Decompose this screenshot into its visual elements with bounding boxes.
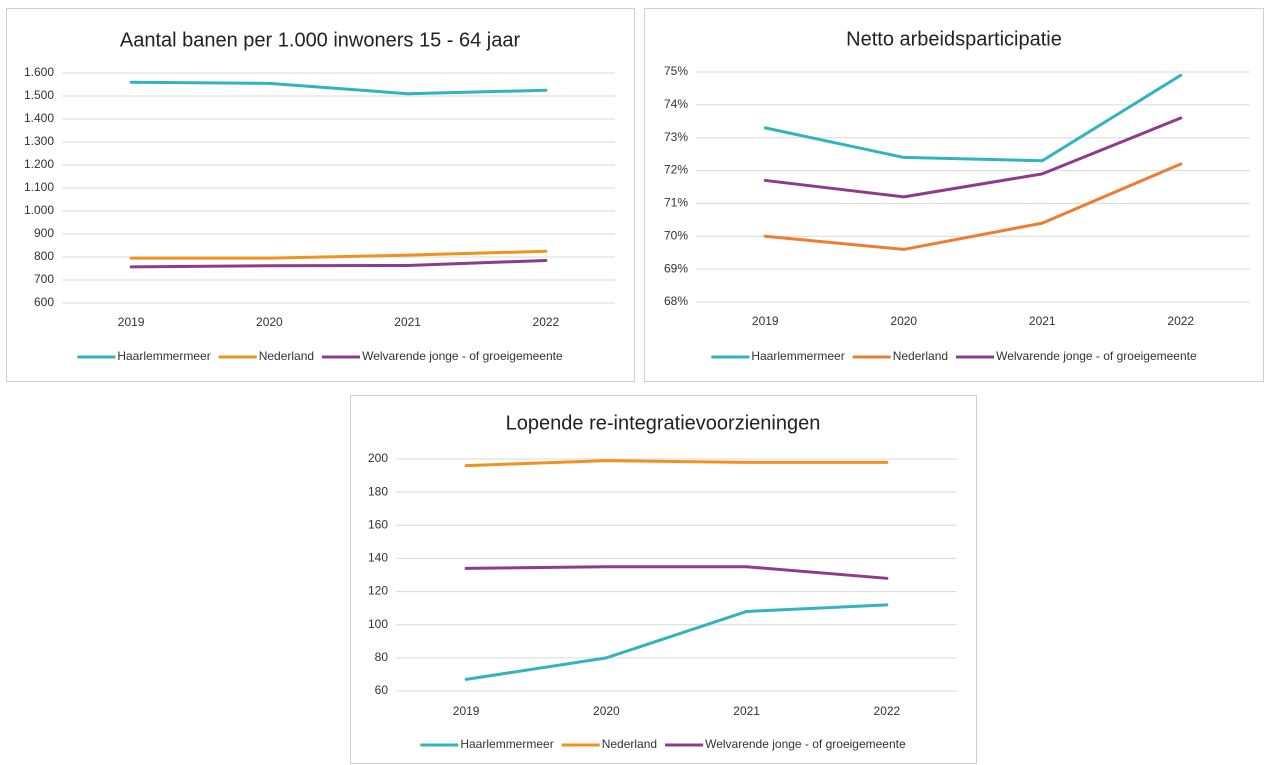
legend-label: Haarlemmermeer [117,349,210,363]
x-tick-label: 2022 [874,704,901,718]
x-tick-label: 2021 [733,704,760,718]
legend-label: Nederland [602,737,657,751]
legend-label: Welvarende jonge - of groeigemeente [996,349,1197,363]
series-line [763,116,1183,199]
series-line [129,258,548,269]
legend-label: Welvarende jonge - of groeigemeente [362,349,563,363]
y-tick-label: 1.000 [24,203,54,217]
y-tick-label: 120 [368,584,388,598]
y-tick-label: 1.100 [24,180,54,194]
y-tick-label: 60 [375,683,389,697]
series-line [129,80,548,96]
y-tick-label: 75% [664,64,688,78]
legend-label: Haarlemmermeer [460,737,553,751]
x-tick-label: 2019 [752,314,779,328]
chart-title: Lopende re-integratievoorzieningen [506,412,821,434]
x-tick-label: 2022 [533,315,560,329]
y-tick-label: 700 [34,272,54,286]
chart-frame [644,8,1264,382]
y-tick-label: 1.400 [24,111,54,125]
y-tick-label: 68% [664,294,688,308]
y-tick-label: 800 [34,249,54,263]
series-line [129,249,548,260]
y-tick-label: 80 [375,650,389,664]
x-tick-label: 2021 [1029,314,1056,328]
series-line [464,603,889,681]
chart-title: Netto arbeidsparticipatie [846,28,1062,50]
y-tick-label: 1.200 [24,157,54,171]
x-tick-label: 2019 [453,704,480,718]
x-tick-label: 2020 [593,704,620,718]
chart-frame [350,395,977,764]
series-line [763,162,1183,251]
series-line [464,565,889,580]
y-tick-label: 600 [34,295,54,309]
y-tick-label: 100 [368,617,388,631]
x-tick-label: 2021 [394,315,421,329]
series-line [464,459,889,468]
y-tick-label: 70% [664,228,688,242]
y-tick-label: 200 [368,451,388,465]
legend-label: Nederland [893,349,948,363]
y-tick-label: 1.600 [24,65,54,79]
legend-label: Welvarende jonge - of groeigemeente [705,737,906,751]
y-tick-label: 74% [664,97,688,111]
series-line [763,73,1183,163]
y-tick-label: 1.500 [24,88,54,102]
x-tick-label: 2022 [1167,314,1194,328]
y-tick-label: 1.300 [24,134,54,148]
x-tick-label: 2019 [118,315,145,329]
y-tick-label: 900 [34,226,54,240]
y-tick-label: 69% [664,261,688,275]
x-tick-label: 2020 [890,314,917,328]
y-tick-label: 180 [368,484,388,498]
y-tick-label: 160 [368,517,388,531]
y-tick-label: 72% [664,163,688,177]
x-tick-label: 2020 [256,315,283,329]
y-tick-label: 73% [664,130,688,144]
y-tick-label: 140 [368,551,388,565]
legend-label: Nederland [259,349,314,363]
chart-title: Aantal banen per 1.000 inwoners 15 - 64 … [120,29,521,51]
legend-label: Haarlemmermeer [751,349,844,363]
chart-frame [6,8,635,382]
y-tick-label: 71% [664,196,688,210]
